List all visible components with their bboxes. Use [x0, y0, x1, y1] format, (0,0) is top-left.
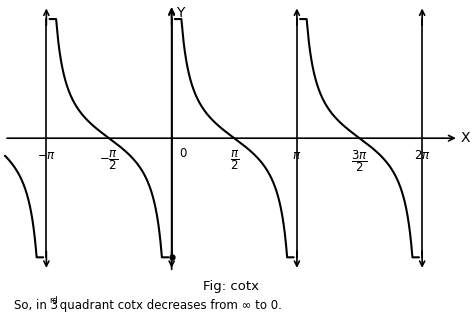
Text: $\pi$: $\pi$: [292, 148, 301, 162]
Text: quadrant cotx decreases from ∞ to 0.: quadrant cotx decreases from ∞ to 0.: [56, 299, 282, 312]
Text: $2\pi$: $2\pi$: [414, 148, 430, 162]
Text: Y: Y: [176, 6, 185, 20]
Text: rd: rd: [49, 296, 57, 305]
Text: 0: 0: [179, 147, 186, 159]
Text: X: X: [461, 131, 470, 145]
Text: $\dfrac{\pi}{2}$: $\dfrac{\pi}{2}$: [229, 148, 239, 172]
Text: So, in 3: So, in 3: [14, 299, 58, 312]
Text: $-\pi$: $-\pi$: [37, 148, 56, 162]
Text: $\dfrac{3\pi}{2}$: $\dfrac{3\pi}{2}$: [351, 148, 368, 174]
Text: $-\dfrac{\pi}{2}$: $-\dfrac{\pi}{2}$: [100, 148, 118, 172]
Text: Fig: cotx: Fig: cotx: [203, 280, 259, 293]
